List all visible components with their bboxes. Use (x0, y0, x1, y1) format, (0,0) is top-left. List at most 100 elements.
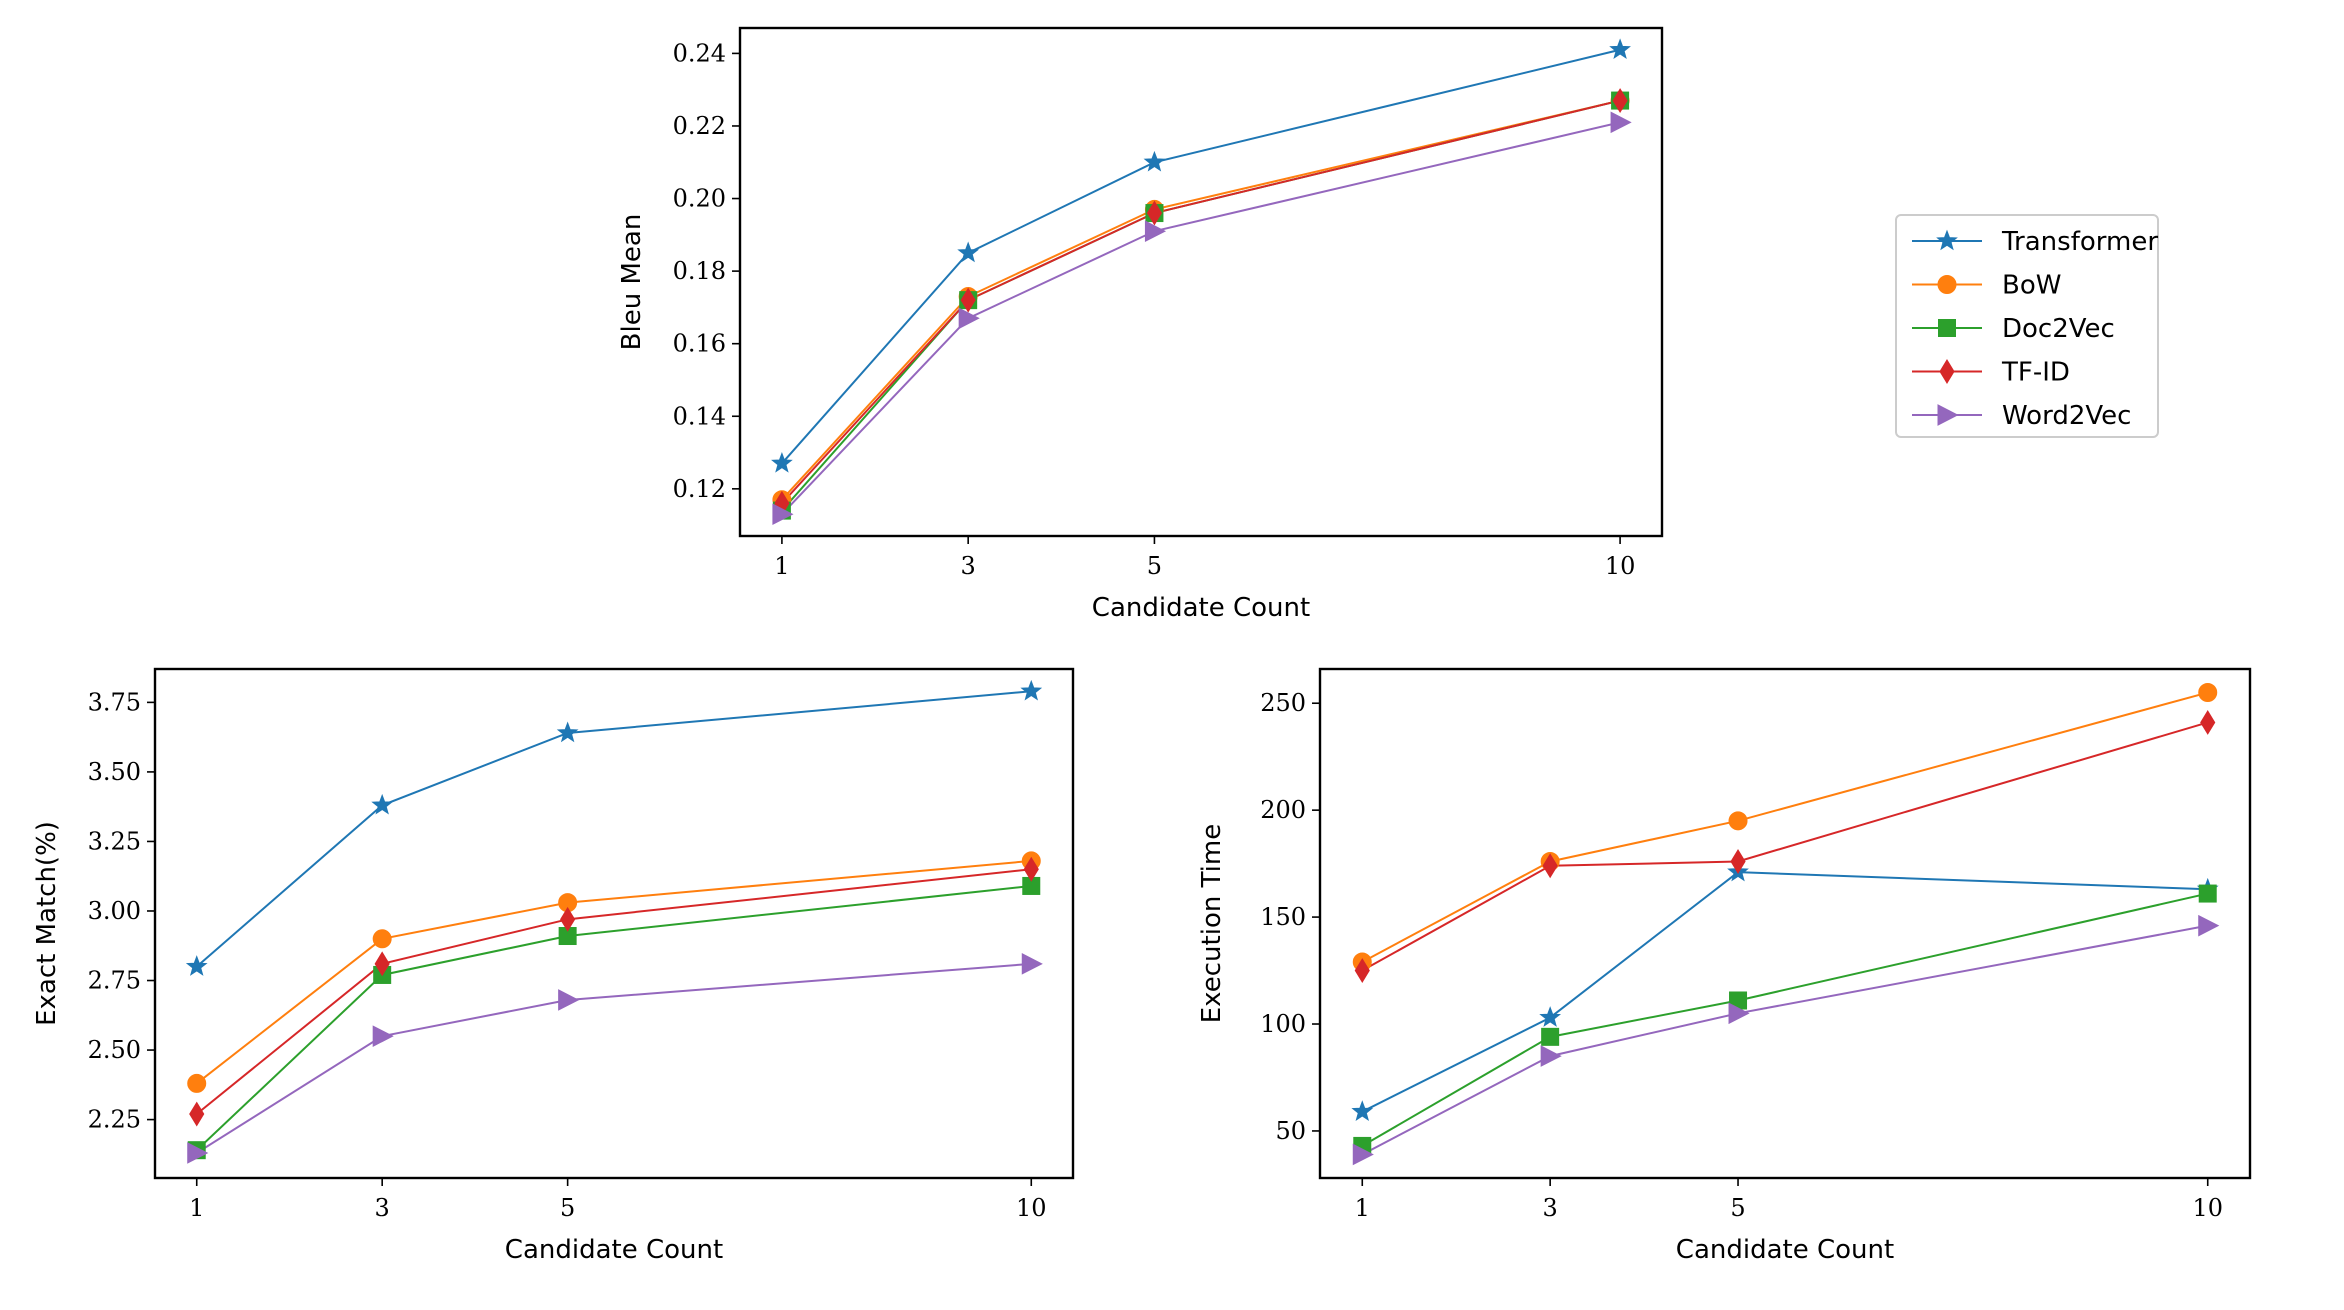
data-point-word2vec (1021, 953, 1043, 975)
legend-marker-bow (1937, 275, 1957, 294)
bleu-mean-chart: 1 3 5 10 0.12 0.14 0.16 0.18 0.20 0.22 0.24 Candida… (617, 26, 1664, 623)
series-line-bow (1361, 691, 2208, 963)
data-point-transformer (1609, 38, 1631, 60)
x-tick-label: 3 (961, 552, 976, 580)
series-line-doc2vec (1361, 892, 2208, 1147)
legend-frame (1895, 214, 2159, 438)
data-point-word2vec (372, 1025, 394, 1047)
data-point-transformer (957, 241, 980, 263)
legend-marker-transformer (1936, 229, 1958, 251)
series-line-transformer (196, 690, 1032, 968)
data-point-word2vec (1540, 1045, 1562, 1067)
data-point-transformer (556, 721, 579, 743)
series-line-transformer (1361, 871, 2208, 1113)
series-line-tf-id (781, 99, 1621, 505)
y-axis-label: Execution Time (1197, 824, 1227, 1023)
plot-frame (153, 667, 1075, 1180)
y-tick-label: 0.24 (673, 39, 726, 67)
y-tick-label: 0.20 (673, 185, 726, 213)
data-point-word2vec (772, 503, 794, 526)
y-tick-label: 0.18 (673, 257, 726, 285)
series-line-word2vec (196, 962, 1032, 1154)
legend-label: Word2Vec (2002, 401, 2131, 431)
data-point-tf-id (189, 1101, 205, 1127)
data-point-tf-id (1612, 88, 1628, 114)
data-point-tf-id (1146, 200, 1163, 226)
x-axis-label: Candidate Count (505, 1235, 723, 1265)
execution-time-chart: 1 3 5 10 50 100 150 200 250 Candidate Count Execut… (1197, 667, 2252, 1265)
data-point-bow (372, 929, 392, 949)
y-tick-label: 3.00 (88, 897, 141, 925)
series-line-tf-id (1361, 721, 2209, 972)
x-tick-label: 10 (1016, 1194, 1047, 1222)
data-point-transformer (771, 452, 793, 473)
x-tick-label: 10 (2192, 1194, 2223, 1222)
series-line-tf-id (196, 868, 1032, 1115)
y-tick-label: 0.12 (673, 475, 726, 503)
data-point-tf-id (1354, 958, 1370, 984)
y-tick-label: 3.75 (88, 688, 141, 716)
data-point-transformer (1539, 1006, 1562, 1027)
data-point-word2vec (1610, 111, 1632, 134)
x-tick-label: 1 (1355, 1194, 1370, 1222)
plot-frame (738, 26, 1664, 538)
y-axis-label: Exact Match(%) (32, 821, 62, 1026)
data-point-bow (187, 1073, 207, 1093)
legend-marker-word2vec (1937, 404, 1959, 426)
data-point-bow (1728, 811, 1748, 831)
exact-match-chart: 1 3 5 10 2.25 2.50 2.75 3.00 3.25 3.50 3.75 Candida… (32, 667, 1075, 1265)
x-tick-label: 10 (1605, 552, 1636, 580)
legend-label: Doc2Vec (2002, 314, 2115, 344)
data-point-transformer (371, 793, 394, 815)
x-tick-label: 1 (774, 552, 789, 580)
x-tick-label: 3 (1543, 1194, 1558, 1222)
y-axis-label: Bleu Mean (617, 214, 647, 351)
x-tick-label: 5 (1147, 552, 1162, 580)
y-tick-label: 0.22 (673, 112, 726, 140)
data-point-transformer (1143, 150, 1166, 172)
data-point-transformer (185, 955, 208, 976)
y-tick-label: 0.16 (673, 330, 726, 358)
data-point-word2vec (1728, 1002, 1750, 1025)
data-point-tf-id (2200, 710, 2216, 735)
data-point-word2vec (558, 989, 580, 1011)
x-tick-label: 3 (375, 1194, 390, 1222)
data-point-word2vec (187, 1142, 209, 1164)
x-tick-label: 5 (560, 1194, 575, 1222)
data-point-word2vec (2198, 914, 2220, 937)
series-line-transformer (781, 48, 1621, 465)
data-point-tf-id (560, 906, 576, 932)
data-point-doc2vec (2198, 884, 2217, 903)
series-line-word2vec (1361, 924, 2208, 1156)
data-point-word2vec (958, 307, 980, 330)
x-tick-label: 1 (189, 1194, 204, 1222)
y-tick-label: 150 (1260, 903, 1306, 931)
x-axis-label: Candidate Count (1676, 1235, 1894, 1265)
series-line-bow (781, 99, 1621, 501)
legend-label: TF-ID (2001, 358, 2070, 388)
data-point-tf-id (374, 951, 390, 977)
y-tick-label: 2.25 (88, 1106, 141, 1134)
y-tick-label: 100 (1260, 1010, 1306, 1038)
plot-frame (1318, 667, 2252, 1180)
legend: Transformer BoW Doc2Vec TF-ID Word2Vec (1895, 214, 2159, 438)
legend-label: BoW (2002, 271, 2061, 301)
data-point-transformer (1351, 1100, 1374, 1121)
series-line-doc2vec (196, 884, 1032, 1151)
data-point-word2vec (1144, 220, 1167, 243)
series-line-bow (196, 859, 1032, 1085)
data-point-tf-id (1023, 856, 1039, 882)
data-point-tf-id (960, 287, 976, 313)
data-point-word2vec (1352, 1143, 1374, 1166)
legend-marker-doc2vec (1938, 319, 1956, 337)
y-tick-label: 3.50 (88, 758, 141, 786)
y-tick-label: 250 (1260, 689, 1306, 717)
data-point-bow (2198, 683, 2218, 703)
x-axis-label: Candidate Count (1092, 593, 1310, 623)
data-point-doc2vec (1541, 1027, 1560, 1046)
y-tick-label: 0.14 (673, 402, 726, 430)
legend-marker-tf-id (1939, 359, 1955, 384)
data-point-tf-id (1730, 849, 1746, 874)
